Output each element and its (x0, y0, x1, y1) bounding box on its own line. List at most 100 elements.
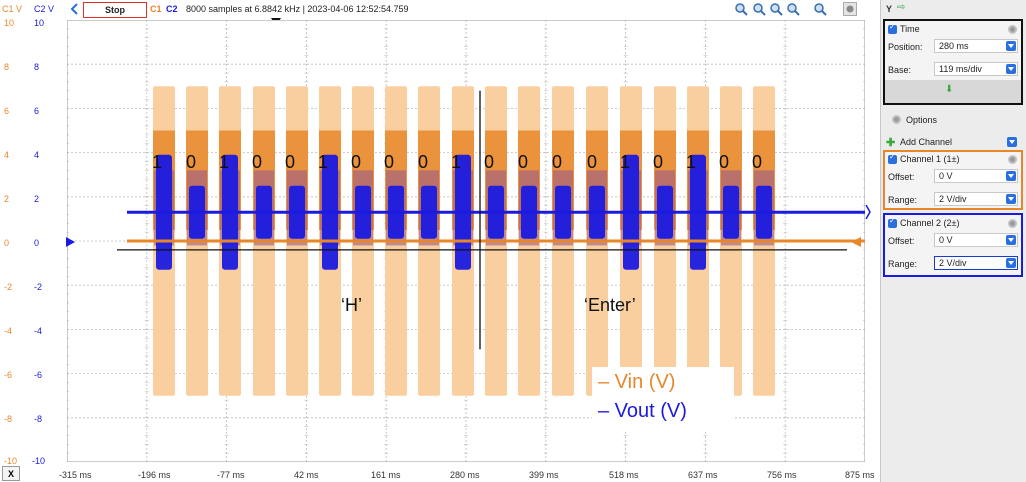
time-title: Time (900, 24, 920, 34)
chevron-down-icon[interactable] (1006, 235, 1016, 245)
channel-2-offset-value: 0 V (939, 235, 953, 245)
bit-label: 0 (285, 152, 296, 172)
plus-icon[interactable]: ✚ (886, 137, 896, 149)
x-tick: 399 ms (529, 470, 559, 480)
chevron-down-icon[interactable] (1006, 194, 1016, 204)
arrow-down-icon[interactable]: ⬇ (945, 84, 954, 95)
c1-tick: -8 (4, 414, 13, 424)
position-select[interactable]: 280 ms (934, 39, 1018, 53)
zoom-reset-icon[interactable] (786, 2, 800, 16)
channel-1-offset-value: 0 V (939, 171, 953, 181)
base-label: Base: (888, 65, 912, 75)
c1-tick: 8 (4, 62, 10, 72)
channel-1-range-value: 2 V/div (939, 194, 967, 204)
channel-1-checkbox[interactable] (888, 152, 897, 164)
char-enter-label: ‘Enter’ (584, 295, 636, 315)
c1-tick: 4 (4, 150, 10, 160)
y-axis-toggle-label[interactable]: Y (886, 4, 893, 14)
chevron-down-icon[interactable] (1006, 41, 1016, 51)
bit-label: 0 (552, 152, 563, 172)
bit-label: 0 (653, 152, 664, 172)
stop-button[interactable]: Stop (83, 2, 147, 18)
zoom-icon[interactable] (813, 2, 827, 16)
c2-tick: 2 (34, 194, 40, 204)
channel-2-offset-select[interactable]: 0 V (934, 233, 1018, 247)
options-icon[interactable] (892, 115, 901, 124)
gear-icon[interactable] (1008, 155, 1017, 164)
legend-vin: – Vin (V) (598, 371, 676, 393)
x-tick: -77 ms (217, 470, 245, 480)
offset-label: Offset: (888, 236, 915, 246)
channel-1-tag[interactable]: C1 (150, 4, 162, 14)
x-tick: 280 ms (450, 470, 480, 480)
bit-label: 0 (252, 152, 263, 172)
bit-label: 0 (351, 152, 362, 172)
bit-label: 1 (152, 152, 163, 172)
c1-tick: -2 (4, 282, 13, 292)
collapse-left-icon[interactable] (68, 2, 82, 16)
channel-2-range-select[interactable]: 2 V/div (934, 256, 1018, 270)
chevron-down-icon[interactable] (1006, 64, 1016, 74)
x-tick: 518 ms (609, 470, 639, 480)
bit-label: 0 (418, 152, 429, 172)
c2-level-marker[interactable] (865, 205, 871, 219)
c2-offset-marker[interactable] (66, 237, 75, 247)
x-tick: 42 ms (294, 470, 319, 480)
c2-tick: -4 (34, 326, 43, 336)
base-select[interactable]: 119 ms/div (934, 62, 1018, 76)
settings-icon[interactable] (843, 2, 857, 16)
c2-tick: 4 (34, 150, 40, 160)
c1-tick: -10 (4, 456, 18, 466)
c1-tick: 2 (4, 194, 10, 204)
acquisition-info: 8000 samples at 6.8842 kHz | 2023-04-06 … (186, 4, 409, 14)
bit-label: 0 (186, 152, 197, 172)
chevron-down-icon[interactable] (1006, 171, 1016, 181)
c1-tick: 6 (4, 106, 10, 116)
bit-label: 1 (219, 152, 230, 172)
c2-tick: -2 (34, 282, 43, 292)
bit-label: 1 (451, 152, 462, 172)
c2-tick: -10 (32, 456, 46, 466)
bit-label: 0 (587, 152, 598, 172)
toolbar: C1 V C2 V Stop C1 C2 8000 samples at 6.8… (0, 0, 880, 26)
channel-1-offset-select[interactable]: 0 V (934, 169, 1018, 183)
x-axis-button[interactable]: X (2, 466, 20, 481)
c1-tick: 0 (4, 238, 10, 248)
zoom-in-icon[interactable] (734, 2, 748, 16)
bit-label: 0 (384, 152, 395, 172)
x-tick: 637 ms (688, 470, 718, 480)
range-label: Range: (888, 195, 918, 205)
add-channel-label[interactable]: Add Channel (900, 137, 953, 147)
c1-axis-unit: C1 V (2, 4, 23, 14)
legend: – Vin (V) – Vout (V) (592, 367, 734, 431)
range-label: Range: (888, 259, 918, 269)
gear-icon[interactable] (1008, 25, 1017, 34)
time-footer (885, 80, 1021, 103)
arrow-right-icon[interactable]: ⇨ (897, 2, 906, 13)
channel-2-title: Channel 2 (2±) (900, 218, 960, 228)
time-checkbox[interactable] (888, 22, 897, 34)
channel-1-range-select[interactable]: 2 V/div (934, 192, 1018, 206)
options-label[interactable]: Options (906, 115, 938, 125)
c2-axis-unit: C2 V (34, 4, 55, 14)
bit-label: 0 (752, 152, 763, 172)
chevron-down-icon[interactable] (1007, 137, 1017, 147)
c1-offset-marker[interactable] (851, 237, 861, 247)
zoom-out-icon[interactable] (752, 2, 766, 16)
c1-tick: -6 (4, 370, 13, 380)
gear-icon[interactable] (1008, 219, 1017, 228)
channel-2-checkbox[interactable] (888, 216, 897, 228)
c2-tick: 0 (34, 238, 40, 248)
zoom-fit-icon[interactable] (769, 2, 783, 16)
waveform-plot[interactable] (67, 20, 865, 462)
x-tick: -196 ms (138, 470, 171, 480)
channel-2-tag[interactable]: C2 (166, 4, 178, 14)
char-h-label: ‘H’ (341, 295, 362, 315)
chevron-down-icon[interactable] (1006, 258, 1016, 268)
x-tick: -315 ms (59, 470, 92, 480)
channel-1-title: Channel 1 (1±) (900, 154, 960, 164)
bit-label: 0 (484, 152, 495, 172)
base-value: 119 ms/div (939, 64, 982, 74)
bit-label: 0 (518, 152, 529, 172)
